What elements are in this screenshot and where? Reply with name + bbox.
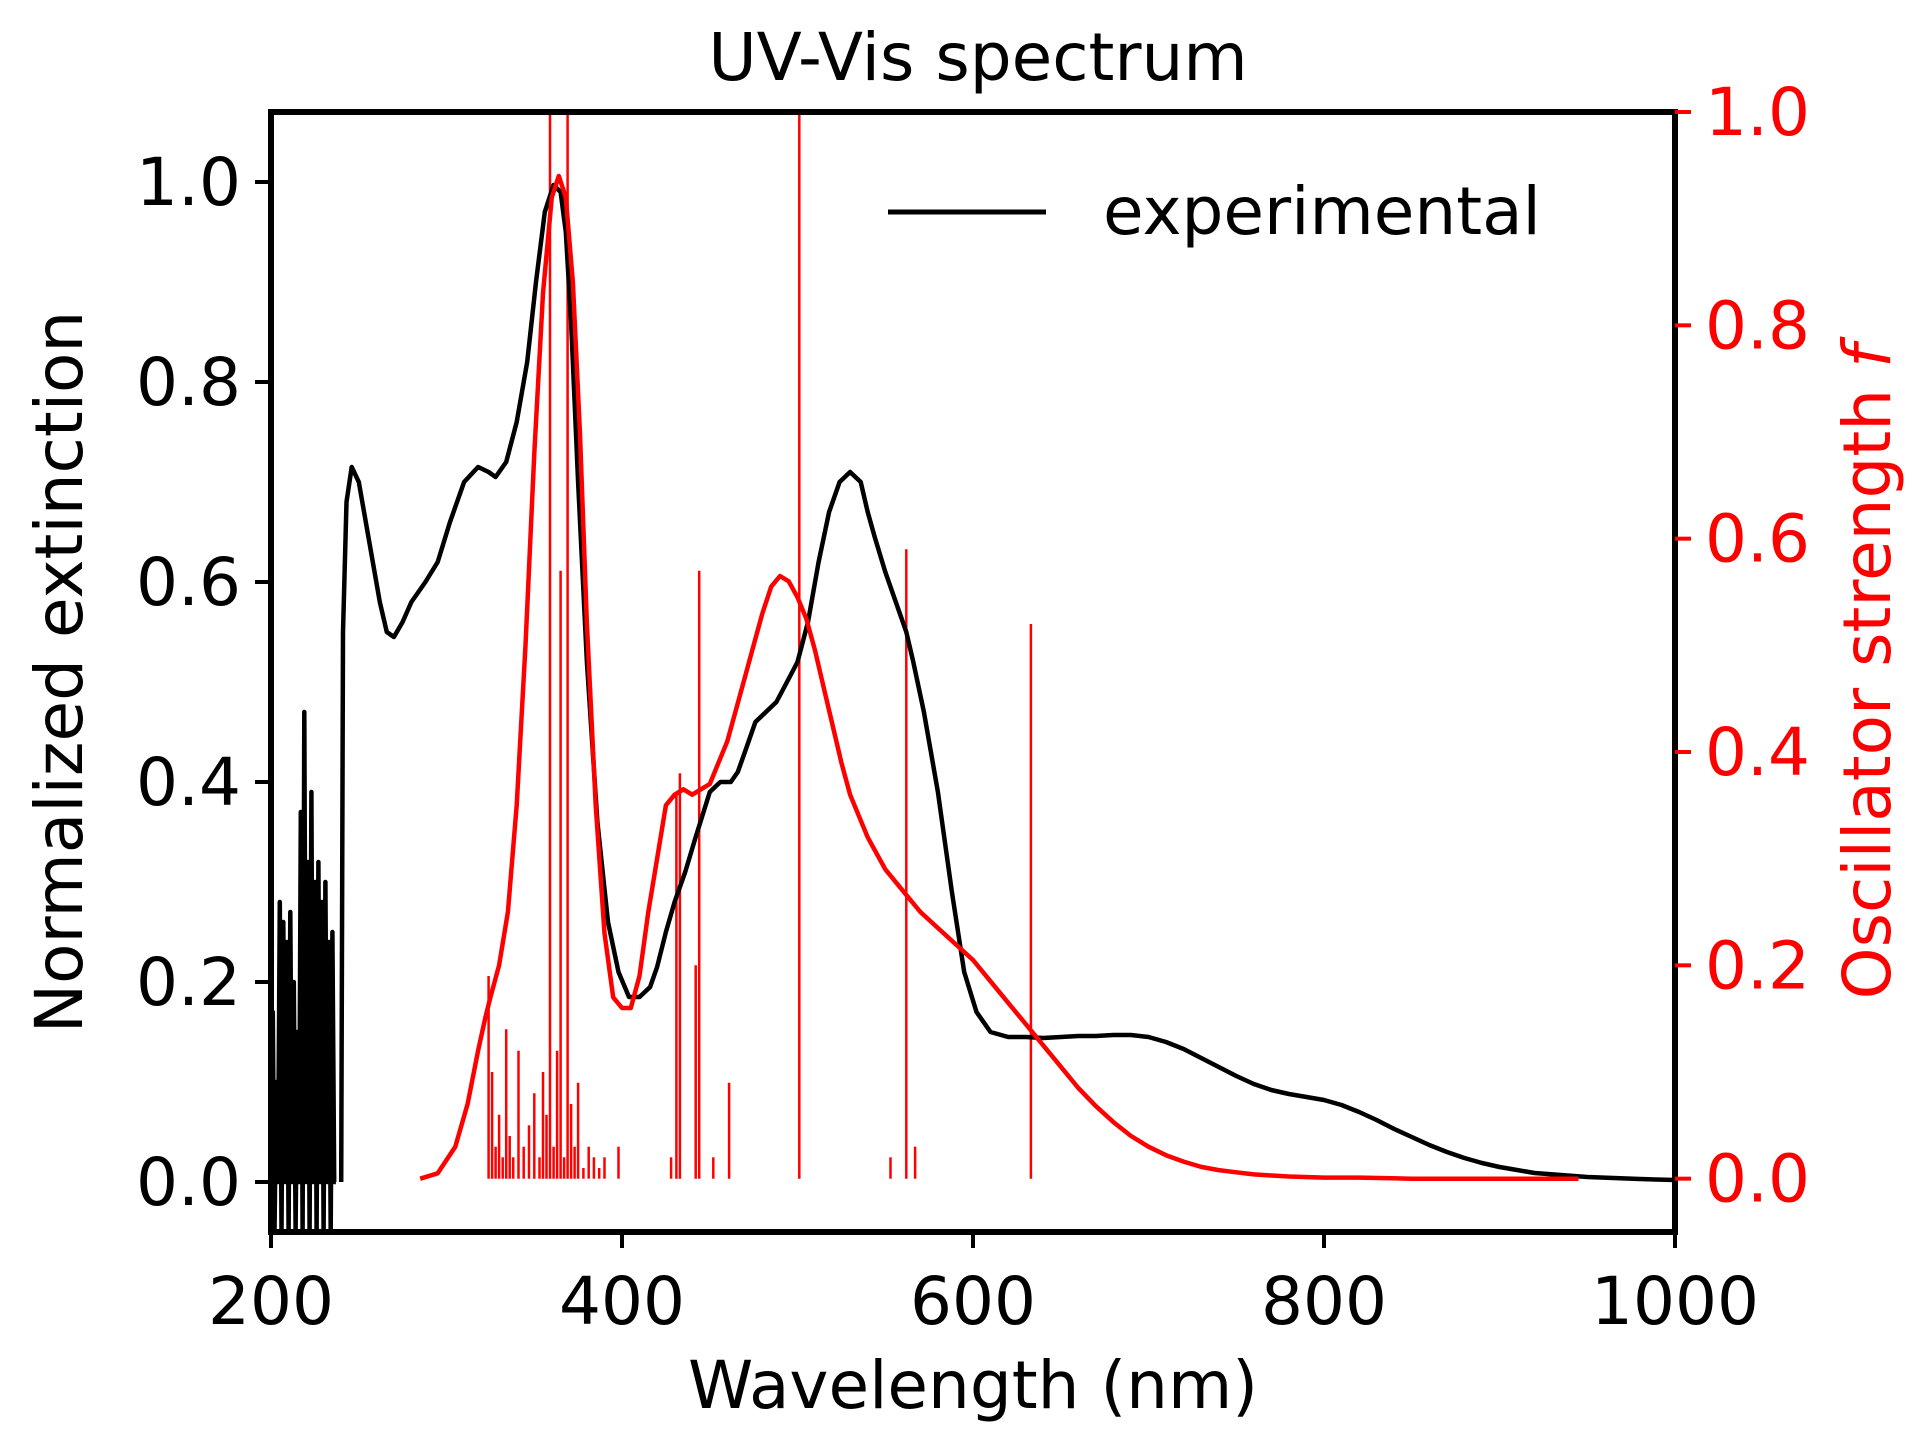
legend: experimental	[888, 173, 1541, 250]
chart-title: UV-Vis spectrum	[708, 19, 1247, 96]
y-axis-right-ticks: 0.0 0.2 0.4 0.6 0.8 1.0	[1675, 74, 1810, 1218]
y-right-tick-label: 0.6	[1705, 501, 1810, 578]
series-line-experimental	[338, 182, 1676, 1183]
x-tick-label: 800	[1261, 1263, 1387, 1340]
y-axis-left-ticks: 0.0 0.2 0.4 0.6 0.8 1.0	[136, 144, 271, 1221]
x-tick-label: 600	[910, 1263, 1036, 1340]
plot-frame	[268, 109, 1678, 1235]
y-axis-right-label: Oscillator strength f	[1829, 336, 1906, 999]
x-axis-ticks: 200 400 600 800 1000	[208, 1232, 1759, 1340]
y-left-tick-label: 0.0	[136, 1144, 241, 1221]
y-left-tick-label: 0.6	[136, 544, 241, 621]
series-line-noise-1	[268, 709, 337, 1235]
y-left-tick-label: 0.4	[136, 744, 241, 821]
plot-area	[268, 109, 1678, 1235]
x-tick-label: 400	[559, 1263, 685, 1340]
y-right-tick-label: 0.0	[1705, 1141, 1810, 1218]
x-tick-label: 200	[208, 1263, 334, 1340]
y-axis-right-label-text: Oscillator strength	[1829, 368, 1906, 999]
y-right-tick-label: 0.4	[1705, 714, 1810, 791]
y-right-tick-label: 1.0	[1705, 74, 1810, 151]
series-line-theory	[419, 173, 1579, 1181]
y-axis-left-label: Normalized extinction	[21, 311, 98, 1034]
y-axis-right-label-symbol: f	[1829, 336, 1906, 368]
series-layer	[268, 112, 1676, 1235]
y-left-tick-label: 0.2	[136, 944, 241, 1021]
x-axis-label: Wavelength (nm)	[688, 1347, 1258, 1424]
legend-label-experimental: experimental	[1103, 173, 1541, 250]
y-right-tick-label: 0.8	[1705, 287, 1810, 364]
y-left-tick-label: 1.0	[136, 144, 241, 221]
y-right-tick-label: 0.2	[1705, 927, 1810, 1004]
x-tick-label: 1000	[1591, 1263, 1759, 1340]
y-left-tick-label: 0.8	[136, 344, 241, 421]
